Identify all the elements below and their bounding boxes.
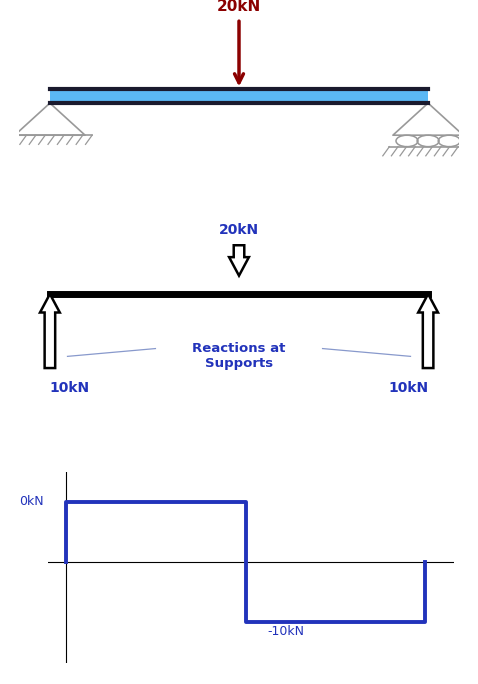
FancyArrow shape [229,246,249,276]
FancyArrow shape [40,294,60,368]
Text: 0kN: 0kN [20,495,44,508]
Text: 20kN: 20kN [217,0,261,14]
Text: -10kN: -10kN [267,624,304,637]
Text: 20kN: 20kN [219,224,259,237]
Text: Reactions at
Supports: Reactions at Supports [192,343,286,370]
Text: 10kN: 10kN [388,380,428,395]
FancyArrow shape [418,294,438,368]
Bar [50,90,428,103]
Text: 10kN: 10kN [50,380,90,395]
